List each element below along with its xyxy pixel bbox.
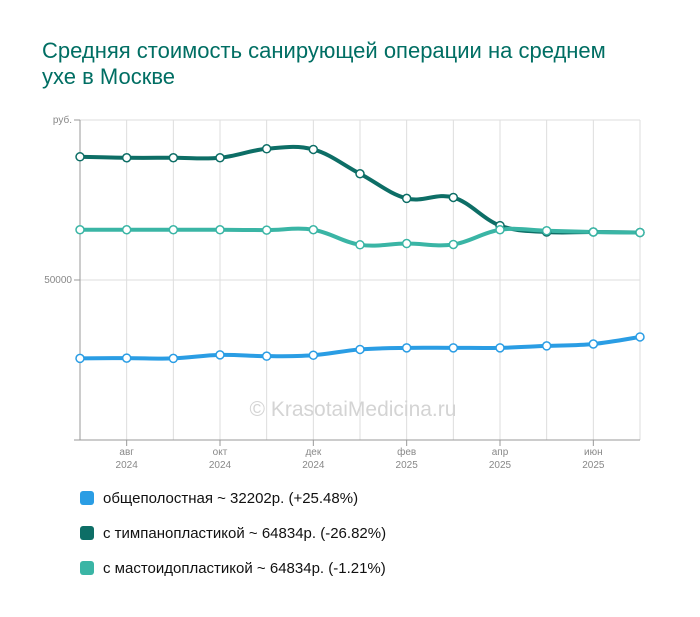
- y-unit-label: руб.: [53, 114, 72, 126]
- data-point: [121, 353, 132, 363]
- data-point: [308, 225, 319, 235]
- x-tick-label-month: окт: [213, 447, 228, 458]
- legend-label: общеполостная ~ 32202р. (+25.48%): [103, 490, 359, 507]
- data-point: [308, 350, 319, 360]
- x-tick-label-month: июн: [584, 447, 603, 458]
- x-tick-label-year: 2024: [116, 460, 139, 471]
- data-point: [448, 343, 459, 353]
- axes: руб. 50000 авг 2024 окт 2024 дек 2024 фев 2025 апр…: [44, 114, 640, 471]
- x-tick-label-year: 2025: [489, 460, 512, 471]
- data-point: [261, 144, 272, 154]
- legend-swatch: [80, 526, 94, 540]
- data-point: [541, 225, 552, 236]
- x-tick-label-month: авг: [119, 447, 134, 458]
- legend-item[interactable]: общеполостная ~ 32202р. (+25.48%): [80, 490, 358, 507]
- data-point: [635, 332, 645, 342]
- legend-label: с мастоидопластикой ~ 64834р. (-1.21%): [103, 560, 386, 577]
- data-point: [75, 152, 85, 162]
- x-tick-label-year: 2024: [302, 460, 325, 471]
- data-point: [215, 350, 225, 360]
- data-point: [261, 351, 272, 361]
- data-point: [495, 225, 505, 235]
- x-tick-label-month: апр: [492, 447, 509, 458]
- data-point: [215, 153, 225, 163]
- x-tick-label-month: фев: [397, 446, 416, 458]
- legend-swatch: [80, 561, 94, 575]
- legend-item[interactable]: с тимпанопластикой ~ 64834р. (-26.82%): [80, 525, 386, 542]
- data-point: [121, 153, 132, 163]
- x-tick-label-year: 2025: [396, 460, 419, 471]
- data-point: [121, 225, 132, 235]
- data-point: [75, 225, 85, 235]
- data-point: [355, 240, 365, 250]
- data-point: [355, 344, 365, 355]
- y-tick-label: 50000: [44, 275, 72, 286]
- data-point: [448, 239, 459, 250]
- data-point: [261, 225, 272, 235]
- data-point: [541, 341, 552, 351]
- series-points: [75, 144, 645, 364]
- data-point: [401, 193, 412, 204]
- legend-label: с тимпанопластикой ~ 64834р. (-26.82%): [103, 525, 387, 542]
- legend-swatch: [80, 491, 94, 505]
- grid: [80, 119, 641, 440]
- data-point: [495, 343, 505, 353]
- data-point: [401, 343, 412, 353]
- data-point: [588, 339, 599, 349]
- data-point: [75, 353, 85, 364]
- x-tick-label-year: 2024: [209, 460, 232, 471]
- chart-title: Средняя стоимость санирующей операции на…: [42, 38, 606, 89]
- data-point: [168, 153, 179, 163]
- legend-item[interactable]: с мастоидопластикой ~ 64834р. (-1.21%): [80, 560, 386, 577]
- data-point: [635, 227, 645, 238]
- watermark: © KrasotaiMedicina.ru: [250, 398, 457, 421]
- data-point: [448, 192, 459, 203]
- x-tick-label-year: 2025: [582, 460, 605, 471]
- data-point: [215, 225, 225, 235]
- data-point: [308, 144, 319, 155]
- x-tick-label-month: дек: [305, 447, 321, 458]
- data-point: [401, 238, 412, 249]
- data-point: [355, 169, 365, 179]
- data-point: [588, 227, 599, 237]
- data-point: [168, 353, 179, 364]
- data-point: [168, 225, 179, 235]
